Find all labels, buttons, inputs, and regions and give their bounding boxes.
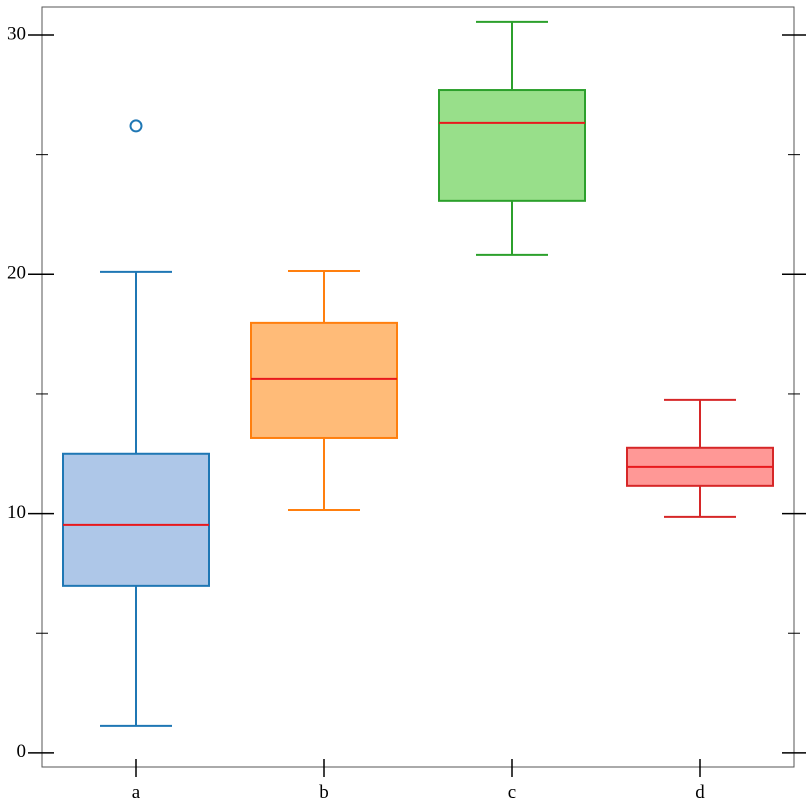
plot-frame bbox=[41, 6, 795, 768]
flier bbox=[129, 119, 143, 133]
y-tick-label: 0 bbox=[17, 741, 27, 762]
x-tick-label: a bbox=[132, 782, 141, 803]
box bbox=[250, 321, 398, 439]
y-tick-label: 20 bbox=[7, 263, 26, 284]
y-tick-label: 10 bbox=[7, 502, 26, 523]
box bbox=[62, 452, 210, 587]
x-tick-label: d bbox=[695, 782, 705, 803]
box bbox=[438, 89, 586, 202]
x-tick-label: c bbox=[508, 782, 516, 803]
y-tick-label: 30 bbox=[7, 23, 26, 44]
x-tick-label: b bbox=[319, 782, 329, 803]
